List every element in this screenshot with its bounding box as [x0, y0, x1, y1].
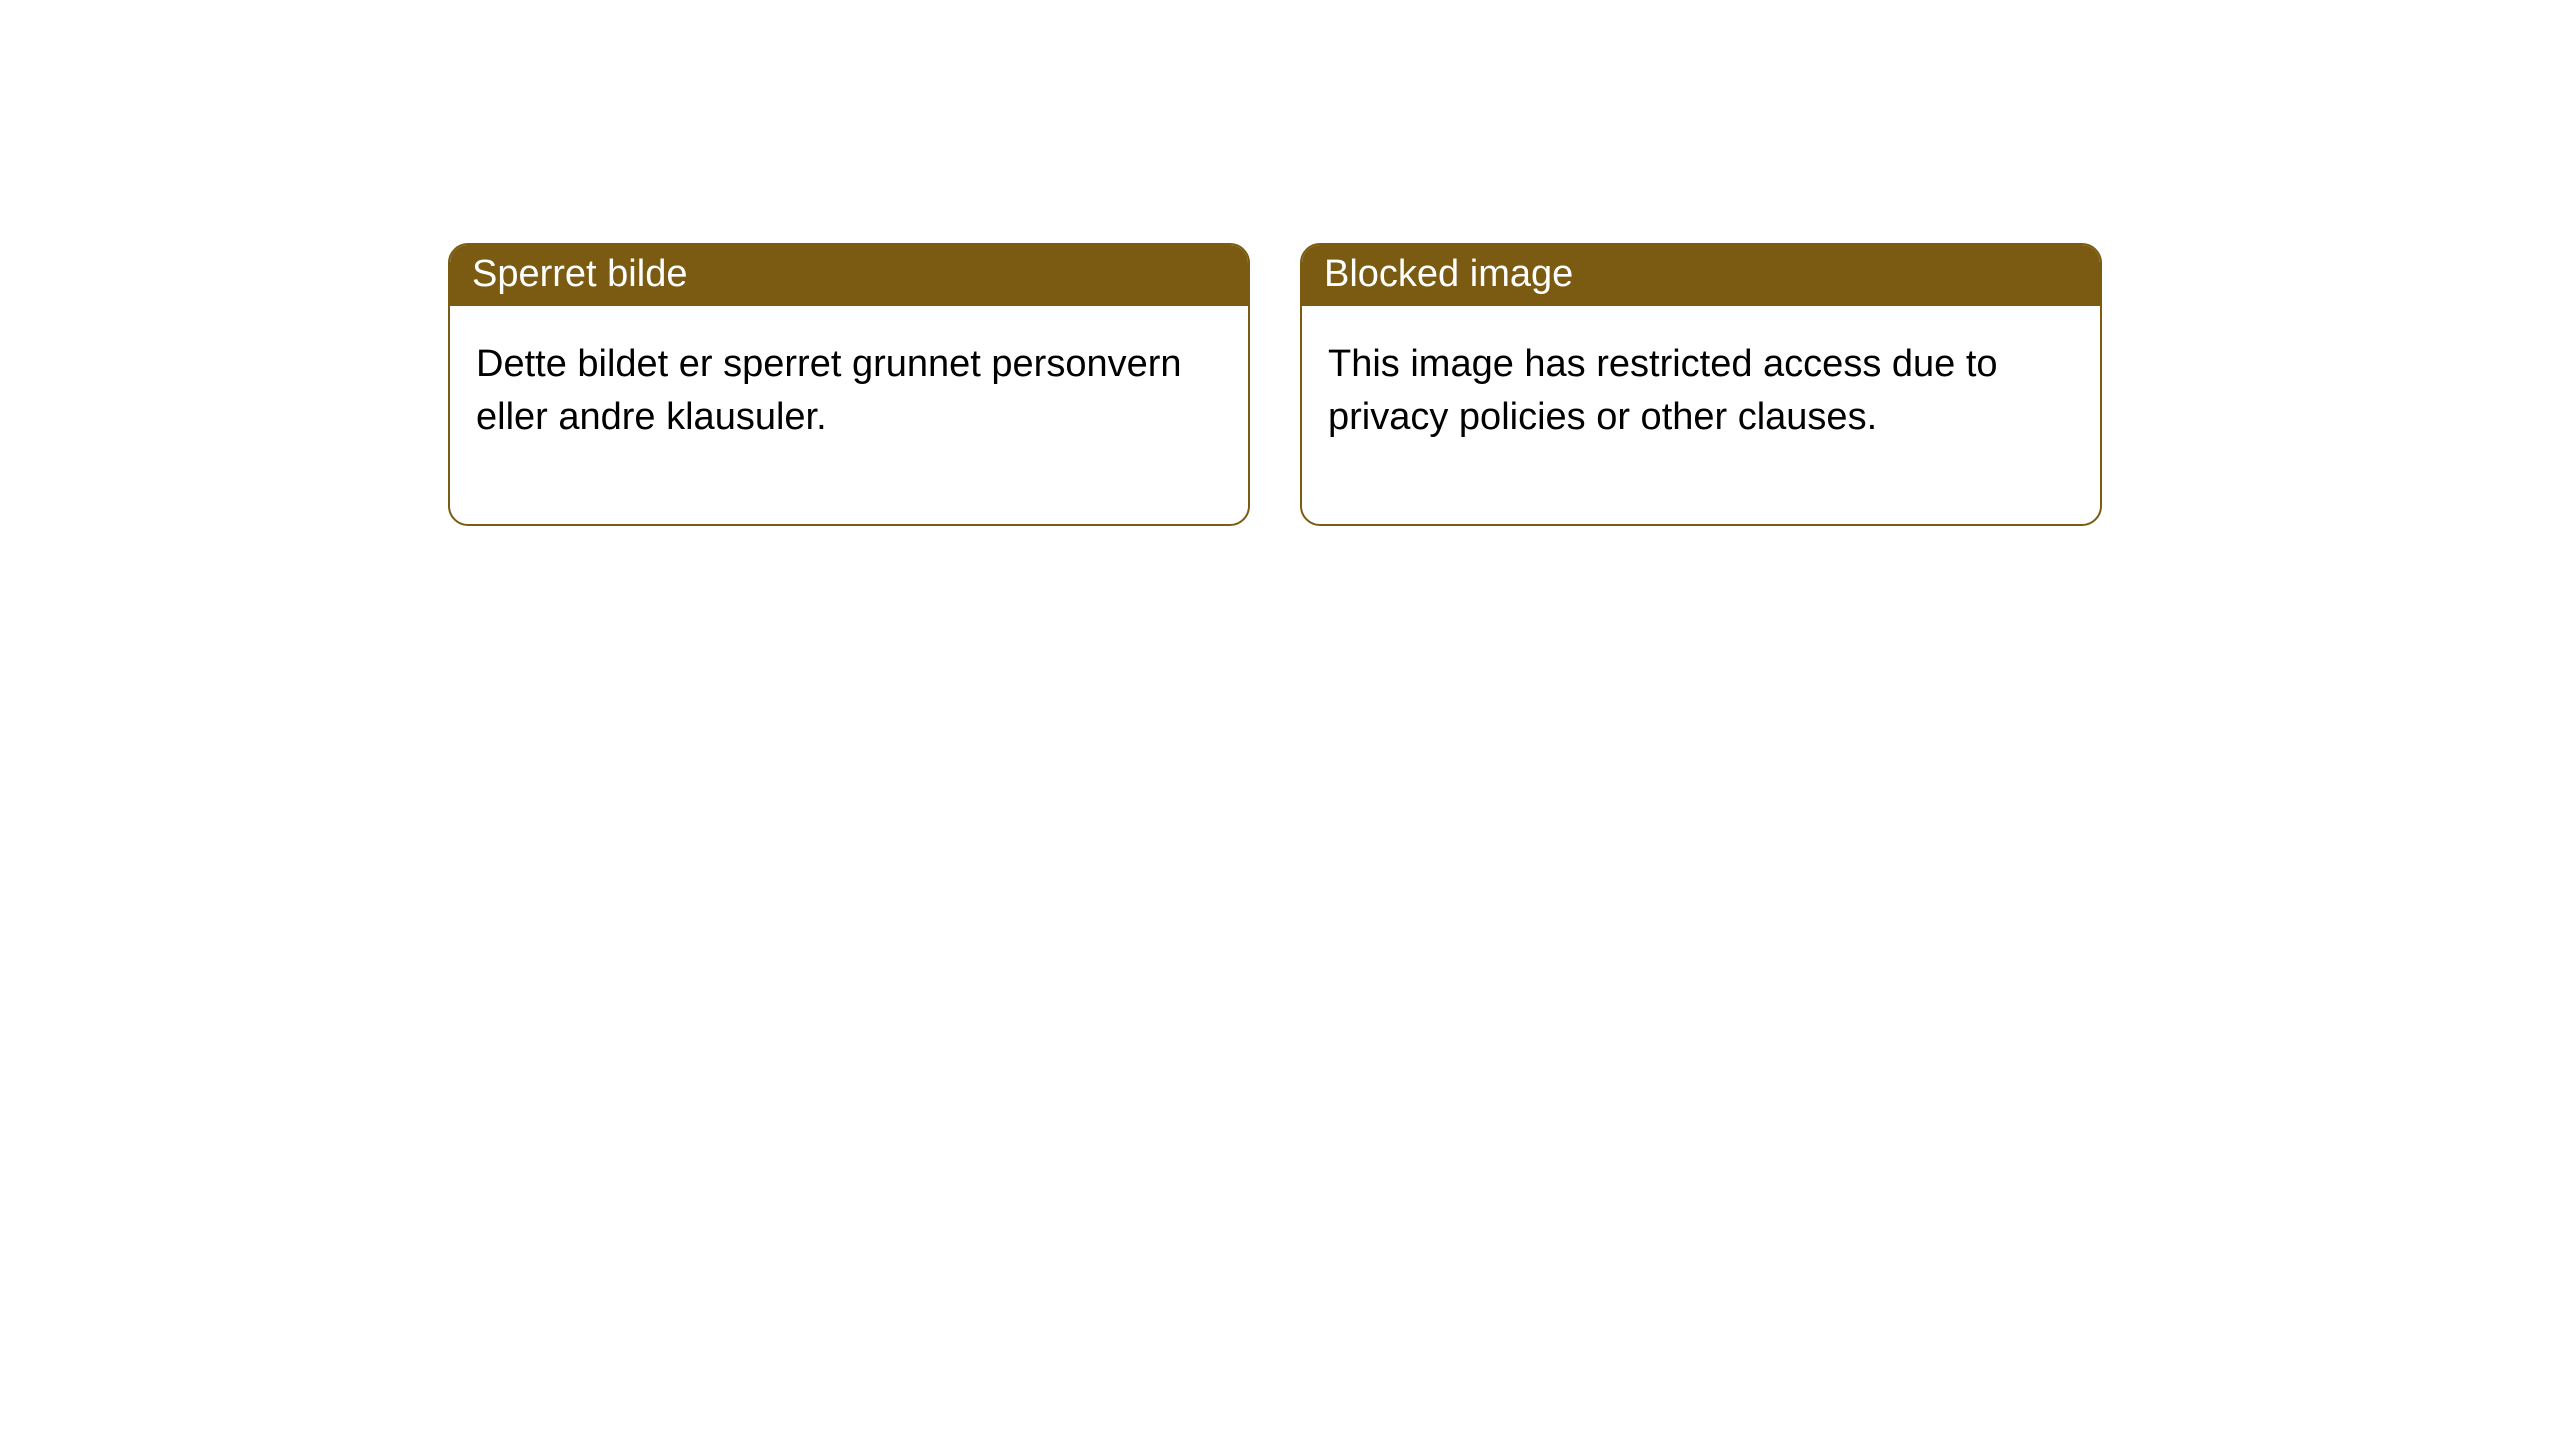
- notice-body-english: This image has restricted access due to …: [1302, 306, 2100, 524]
- notice-header-english: Blocked image: [1302, 245, 2100, 306]
- notice-text-english: This image has restricted access due to …: [1328, 343, 1998, 438]
- notice-container: Sperret bilde Dette bildet er sperret gr…: [448, 243, 2102, 526]
- notice-title-english: Blocked image: [1324, 253, 1573, 295]
- notice-text-norwegian: Dette bildet er sperret grunnet personve…: [476, 343, 1182, 438]
- notice-header-norwegian: Sperret bilde: [450, 245, 1248, 306]
- notice-card-norwegian: Sperret bilde Dette bildet er sperret gr…: [448, 243, 1250, 526]
- notice-body-norwegian: Dette bildet er sperret grunnet personve…: [450, 306, 1248, 524]
- notice-title-norwegian: Sperret bilde: [472, 253, 687, 295]
- notice-card-english: Blocked image This image has restricted …: [1300, 243, 2102, 526]
